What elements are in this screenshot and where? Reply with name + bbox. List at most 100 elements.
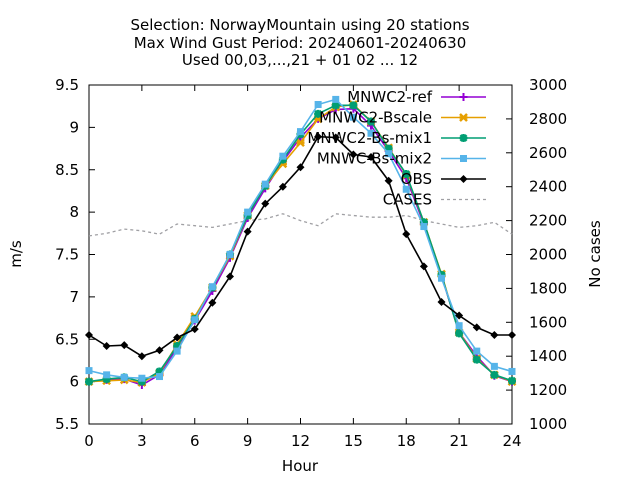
- y2-tick-label: 1600: [529, 313, 567, 331]
- data-point: [420, 223, 428, 231]
- x-tick-label: 6: [190, 432, 200, 450]
- data-point: [437, 297, 446, 306]
- data-point: [384, 176, 393, 185]
- series-layer: [84, 95, 517, 390]
- x-tick-label: 0: [84, 432, 94, 450]
- legend-marker: [459, 175, 468, 183]
- y-tick-label: 6: [69, 373, 79, 391]
- data-point: [85, 331, 93, 340]
- data-point: [419, 262, 428, 271]
- y2-tick-label: 2600: [529, 144, 567, 162]
- data-point: [155, 367, 164, 376]
- data-point: [173, 333, 182, 342]
- data-point: [191, 316, 199, 324]
- data-point: [102, 342, 111, 351]
- y2-tick-label: 2800: [529, 110, 567, 128]
- legend-label: MNWC2-Bs-mix1: [307, 129, 432, 147]
- legend-label: MNWC-Bs-mix2: [317, 150, 432, 168]
- y2-tick-label: 2000: [529, 246, 567, 264]
- data-point: [508, 376, 516, 385]
- y-tick-label: 7: [69, 288, 79, 306]
- y-tick-label: 9.5: [55, 76, 79, 94]
- chart-title-line-3: Used 00,03,...,21 + 01 02 ... 12: [182, 51, 418, 69]
- series-cases: [88, 213, 513, 237]
- y-tick-label: 6.5: [55, 330, 79, 348]
- data-point: [402, 169, 411, 178]
- data-point: [102, 375, 111, 384]
- x-tick-label: 3: [137, 432, 147, 450]
- data-point: [332, 95, 340, 103]
- data-point: [278, 182, 287, 191]
- data-point: [297, 128, 304, 136]
- legend-label: MNWC2-ref: [347, 88, 432, 106]
- y2-tick-label: 1800: [529, 279, 567, 297]
- series-mnwc2-ref: [85, 104, 516, 390]
- data-point: [349, 101, 358, 110]
- data-point: [455, 329, 464, 338]
- data-point: [296, 138, 305, 148]
- data-point: [173, 347, 181, 355]
- series-obs: [85, 132, 516, 361]
- y2-axis-label: No cases: [586, 220, 604, 288]
- data-point: [438, 274, 445, 282]
- data-point: [508, 331, 516, 340]
- x-tick-label: 9: [243, 432, 253, 450]
- data-point: [314, 109, 323, 118]
- data-point: [296, 163, 305, 172]
- data-point: [349, 150, 358, 159]
- data-point: [385, 150, 393, 158]
- data-point: [473, 347, 481, 355]
- legend-marker: [459, 93, 468, 101]
- chart-title: Selection: NorwayMountain using 20 stati…: [130, 16, 469, 69]
- data-point: [402, 185, 410, 193]
- x-tick-label: 21: [450, 432, 469, 450]
- data-point: [208, 283, 216, 291]
- series-line: [88, 107, 513, 386]
- data-point: [173, 342, 182, 351]
- y-tick-label: 9: [69, 118, 79, 136]
- data-point: [103, 371, 111, 379]
- data-point: [455, 322, 463, 330]
- legend-label: OBS: [401, 170, 432, 188]
- data-point: [508, 367, 516, 375]
- x-tick-label: 15: [344, 432, 363, 450]
- legend-entry: MNWC2-Bs-mix1: [307, 129, 486, 147]
- data-point: [490, 331, 499, 340]
- y2-tick-label: 1400: [529, 347, 567, 365]
- data-point: [472, 355, 481, 364]
- y-tick-label: 7.5: [55, 246, 79, 264]
- series-line: [88, 103, 513, 384]
- data-point: [261, 180, 269, 188]
- data-point: [331, 133, 340, 142]
- data-point: [419, 218, 428, 227]
- data-point: [314, 132, 323, 141]
- ticks-layer: 0 3 6 9 12 15 18 21 24 5.5 6 6.5 7 7.5 8 8.5 9 9.5 1000 120…: [55, 76, 567, 450]
- data-point: [490, 362, 498, 370]
- data-point: [85, 377, 93, 386]
- y2-tick-label: 1200: [529, 381, 567, 399]
- legend-entry: MNWC2-ref: [347, 88, 486, 106]
- legend-entry: OBS: [401, 170, 486, 188]
- series-line: [88, 104, 513, 383]
- x-tick-label: 12: [291, 432, 310, 450]
- data-point: [331, 101, 340, 110]
- x-axis-label: Hour: [282, 457, 319, 475]
- data-point: [455, 311, 464, 320]
- data-point: [349, 113, 357, 121]
- legend-marker: [460, 155, 467, 162]
- legend-entry: MNWC-Bs-mix2: [317, 150, 486, 168]
- data-point: [120, 373, 128, 381]
- legend-entry: CASES: [383, 191, 486, 209]
- series-mnwc2-bscale: [84, 100, 517, 387]
- x-tick-label: 24: [502, 432, 521, 450]
- data-point: [226, 251, 234, 258]
- y-tick-label: 5.5: [55, 415, 79, 433]
- data-point: [384, 144, 393, 153]
- data-point: [490, 370, 499, 379]
- data-point: [137, 352, 146, 361]
- data-point: [314, 100, 322, 108]
- y2-tick-label: 2200: [529, 212, 567, 230]
- y-tick-label: 8.5: [55, 161, 79, 179]
- legend-marker: [459, 134, 468, 142]
